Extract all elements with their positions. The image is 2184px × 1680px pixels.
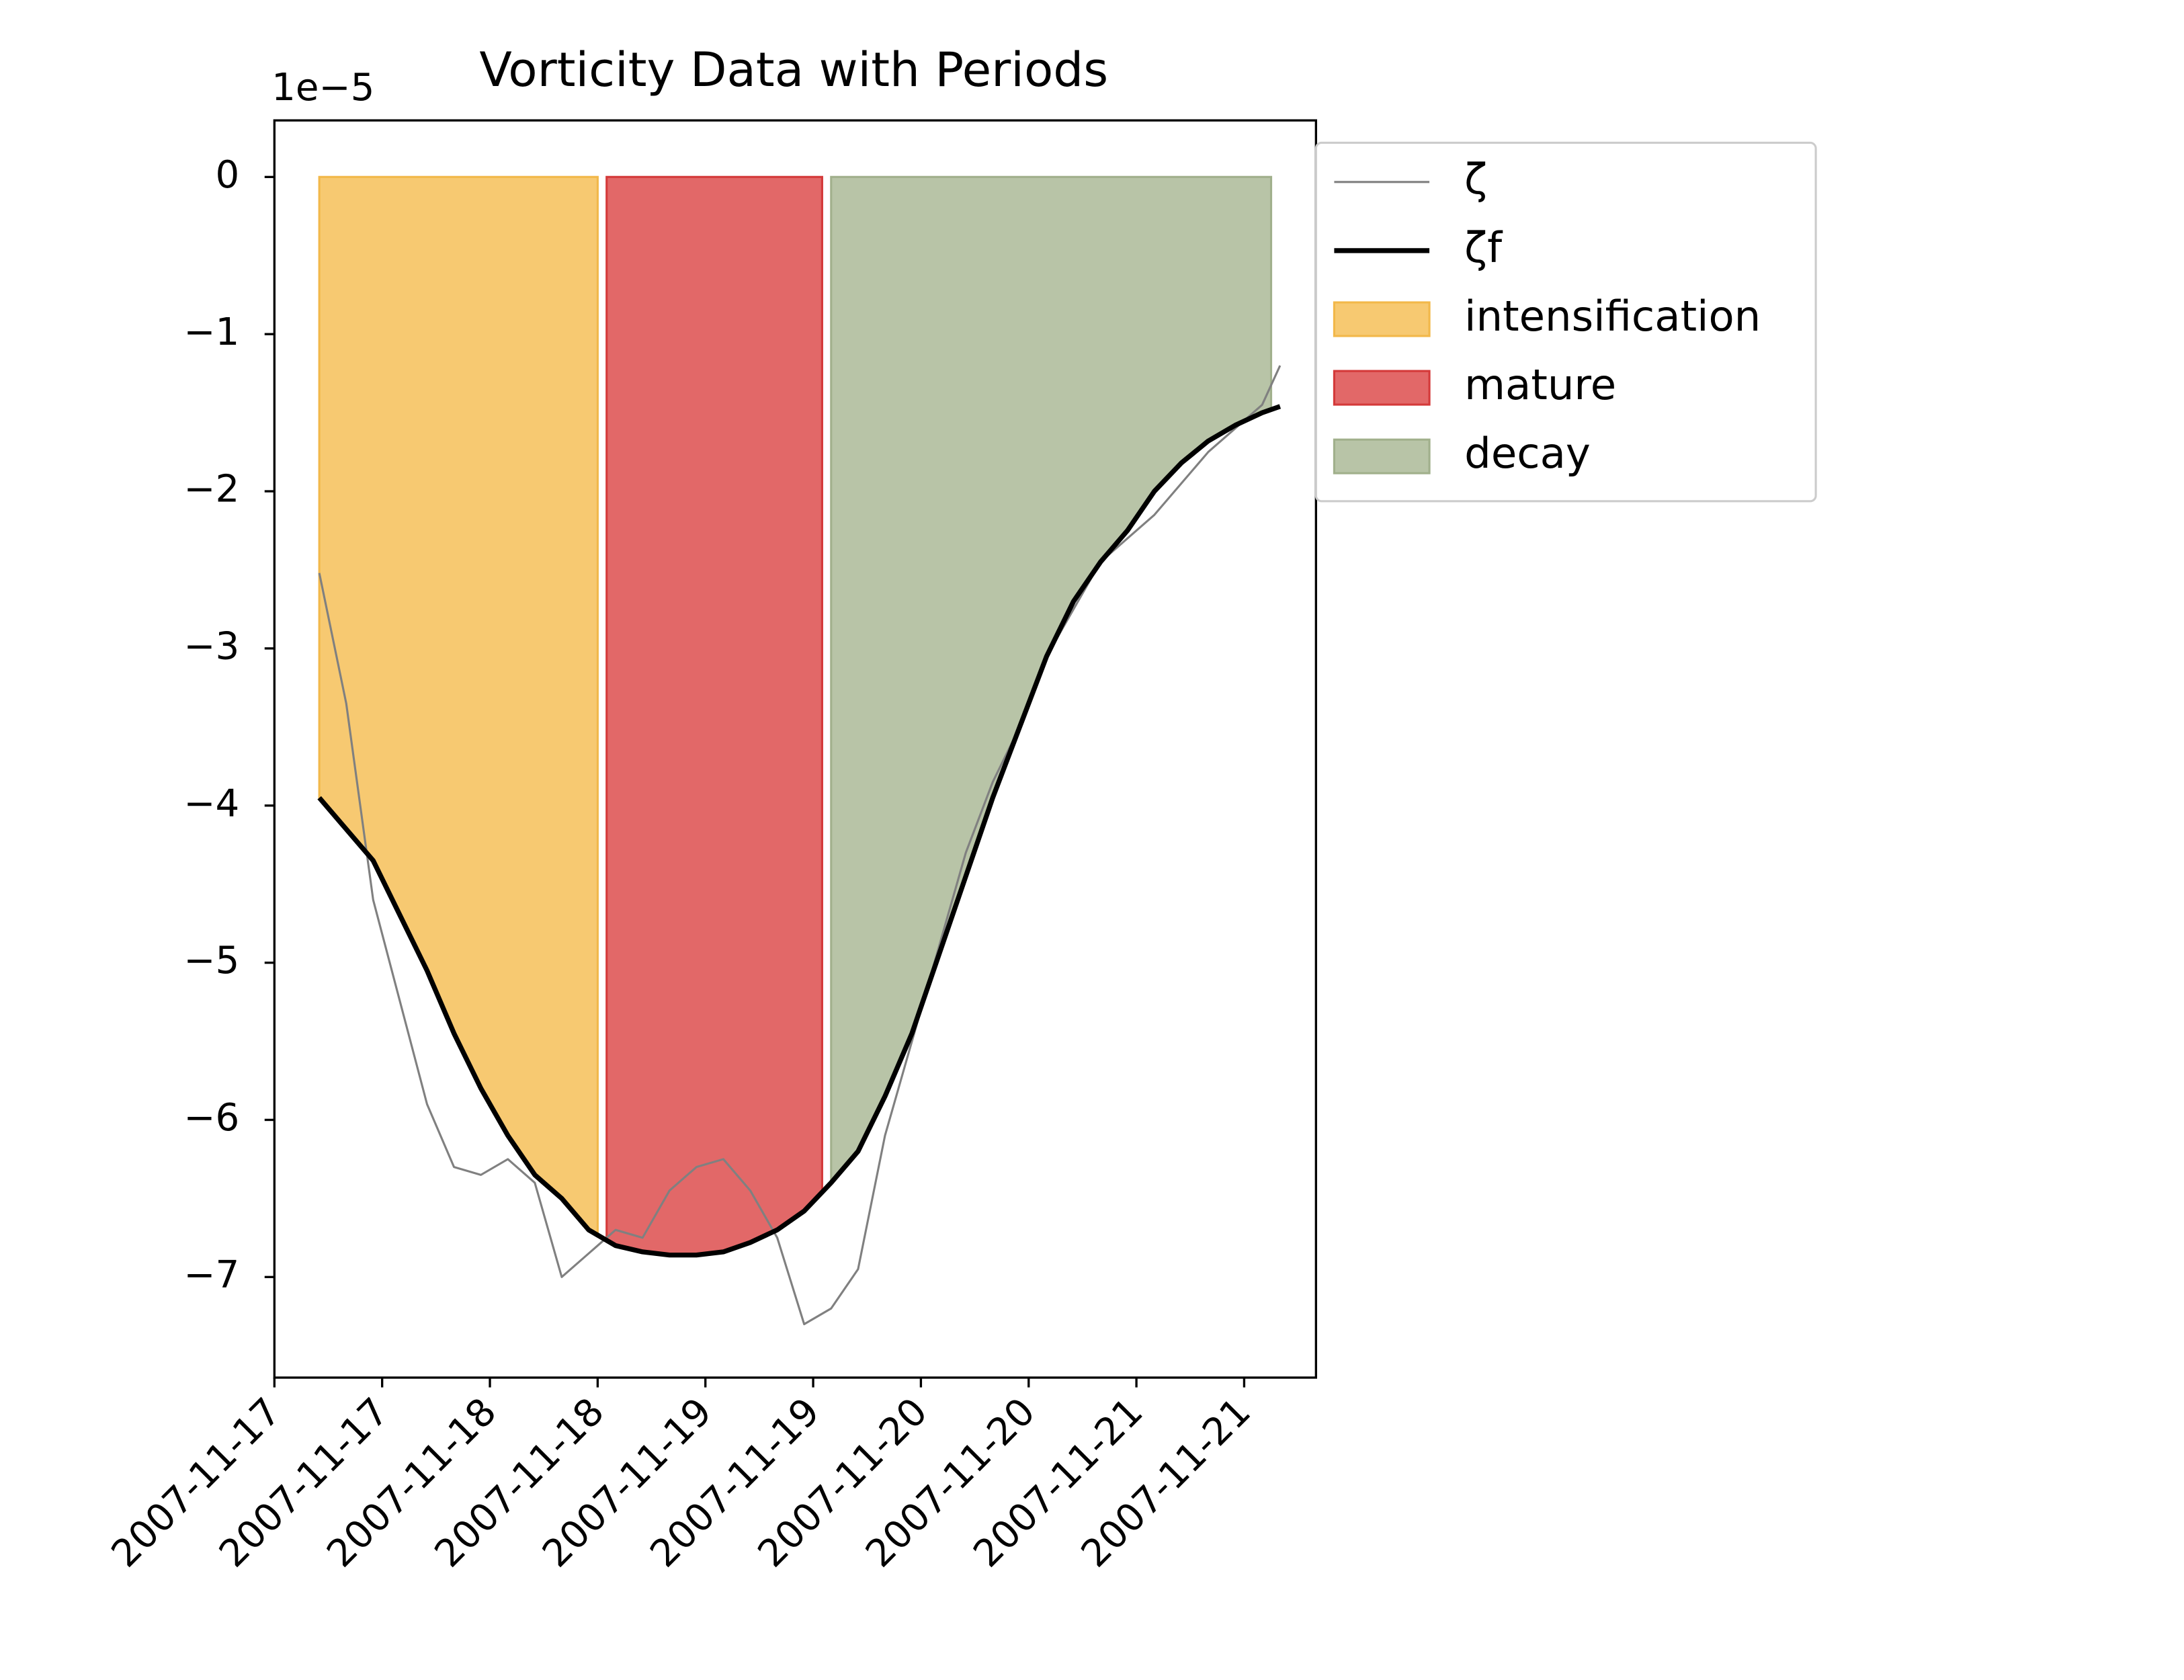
legend-label: ζf bbox=[1464, 223, 1503, 272]
chart-title: Vorticity Data with Periods bbox=[479, 42, 1108, 97]
y-tick-label: −5 bbox=[183, 939, 239, 982]
series-line bbox=[318, 365, 1282, 1326]
y-tick-label: −4 bbox=[183, 782, 239, 825]
y-offset-label: 1e−5 bbox=[271, 66, 374, 110]
legend-patch bbox=[1333, 370, 1431, 406]
y-tick-label: −3 bbox=[183, 625, 239, 669]
series-line bbox=[317, 404, 1282, 1258]
legend-patch bbox=[1333, 301, 1431, 337]
axes-frame bbox=[273, 119, 1317, 1379]
legend-label: decay bbox=[1464, 429, 1591, 478]
period-area bbox=[318, 175, 599, 1237]
legend-frame bbox=[1314, 141, 1817, 503]
period-area bbox=[605, 175, 823, 1257]
legend-label: intensification bbox=[1464, 292, 1761, 341]
y-tick-label: 0 bbox=[215, 153, 239, 197]
period-area bbox=[830, 175, 1273, 1186]
legend-label: ζ bbox=[1464, 155, 1487, 204]
y-tick-label: −1 bbox=[183, 310, 239, 354]
y-tick-label: −2 bbox=[183, 468, 239, 511]
legend: ζ ζf intensification mature decay bbox=[1314, 141, 1817, 503]
y-tick-label: −7 bbox=[183, 1253, 239, 1297]
legend-patch bbox=[1333, 438, 1431, 474]
y-tick-label: −6 bbox=[183, 1096, 239, 1140]
legend-label: mature bbox=[1464, 360, 1616, 409]
